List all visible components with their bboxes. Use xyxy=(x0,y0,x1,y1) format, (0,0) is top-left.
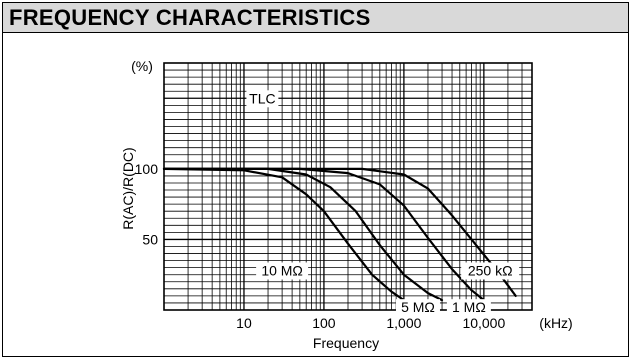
chart-grid xyxy=(164,63,532,310)
chart-labels: 10 100 1,000 10,000 (kHz) 100 50 (%) Frequency R(… xyxy=(120,58,573,351)
series-label-1: 5 MΩ xyxy=(401,299,435,315)
x-tick-label: 10 xyxy=(236,315,252,331)
y-tick-label: 50 xyxy=(142,231,158,247)
section-title: FREQUENCY CHARACTERISTICS xyxy=(9,5,371,30)
series-line-2 xyxy=(162,167,485,302)
x-unit-label: (kHz) xyxy=(539,315,572,331)
series-line-0 xyxy=(162,167,405,302)
annotation-label-bg xyxy=(246,90,279,108)
series-line-1 xyxy=(162,167,444,302)
chart-panel: FREQUENCY CHARACTERISTICS xyxy=(2,2,629,357)
x-tick-label: 10,000 xyxy=(462,315,505,331)
annotation-label: TLC xyxy=(249,90,275,106)
series-label-2-bg xyxy=(446,299,491,317)
chart-curves xyxy=(162,167,517,302)
series-label-0-bg xyxy=(256,262,309,280)
y-unit-label: (%) xyxy=(131,58,153,74)
series-label-1-bg xyxy=(395,299,440,317)
series-label-3: 250 kΩ xyxy=(468,262,513,278)
plot-border xyxy=(163,62,533,311)
y-tick-label: 100 xyxy=(135,161,159,177)
series-label-3-bg xyxy=(461,262,520,280)
x-tick-label: 100 xyxy=(312,315,336,331)
series-label-0: 10 MΩ xyxy=(261,262,303,278)
series-label-2: 1 MΩ xyxy=(452,299,486,315)
x-axis-title: Frequency xyxy=(313,335,379,351)
section-header: FREQUENCY CHARACTERISTICS xyxy=(3,3,628,33)
x-tick-label: 1,000 xyxy=(386,315,421,331)
y-axis-title: R(AC)/R(DC) xyxy=(120,147,136,229)
